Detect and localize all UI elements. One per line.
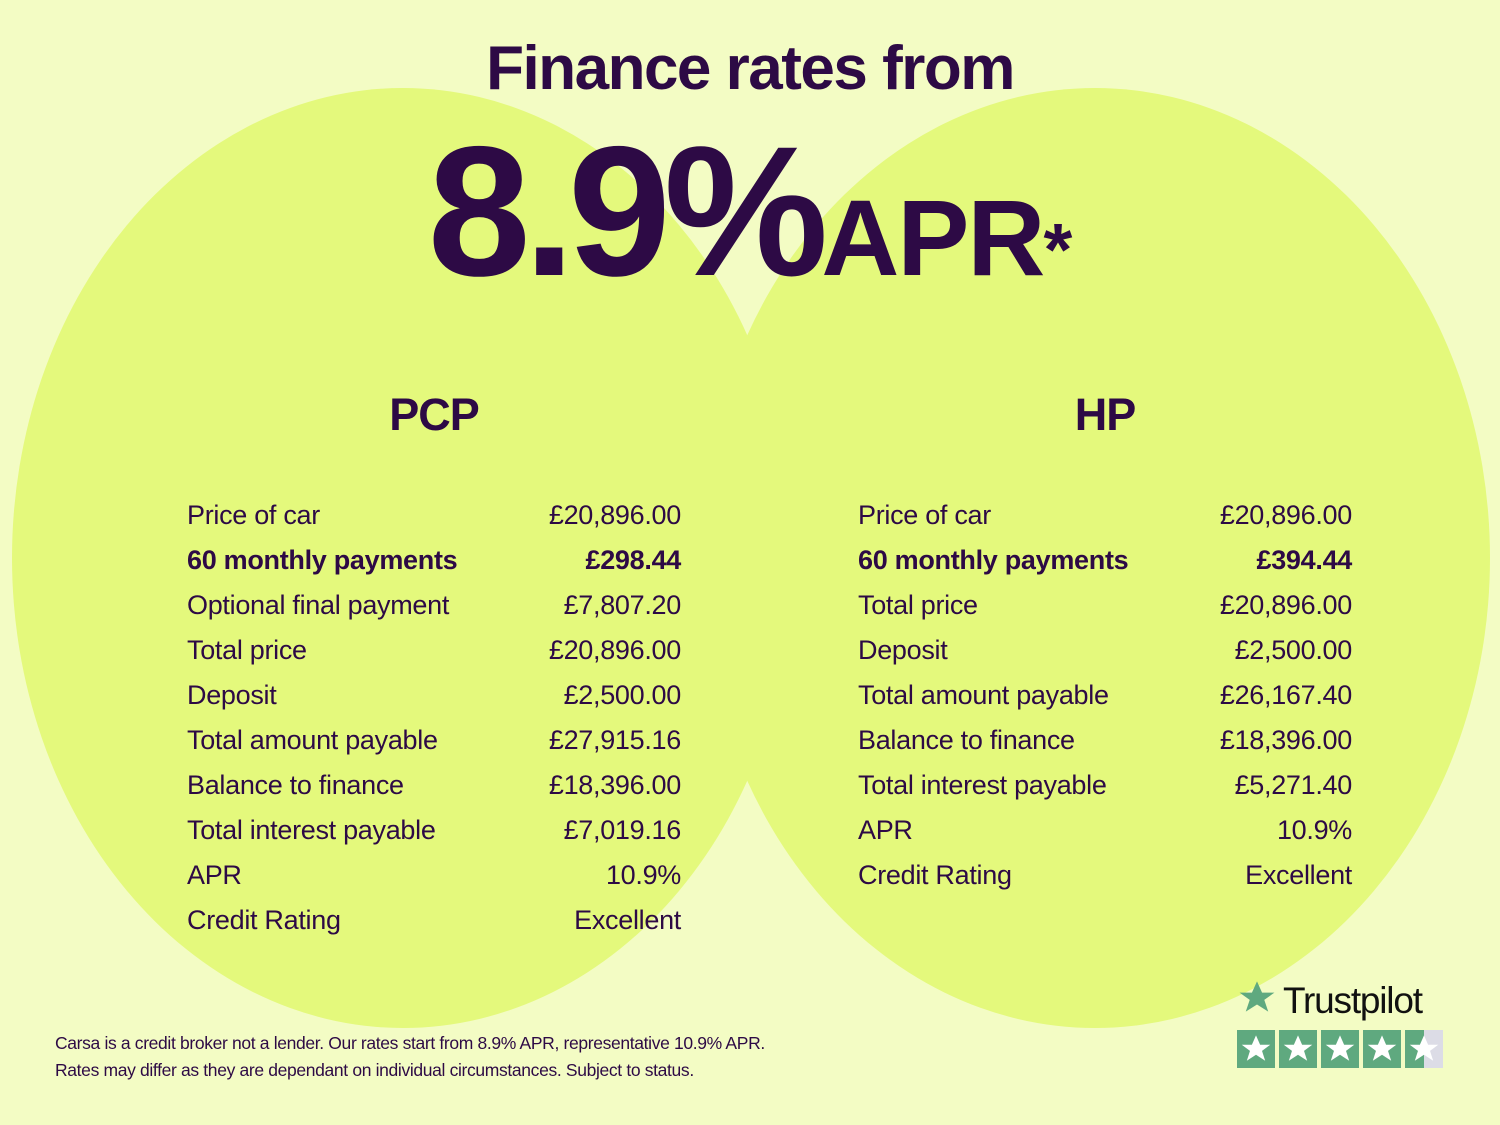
plan-row: Credit Rating Excellent — [187, 898, 681, 943]
plan-table-pcp: PCP Price of car £20,896.00 60 monthly pay… — [187, 392, 681, 943]
plan-row: Price of car £20,896.00 — [858, 493, 1352, 538]
trustpilot-star-1 — [1237, 1030, 1275, 1068]
star-fill — [1405, 1030, 1424, 1068]
plan-row-label: Total interest payable — [187, 815, 436, 845]
trustpilot-widget[interactable]: Trustpilot — [1237, 978, 1455, 1068]
background-circle-right — [700, 88, 1490, 1028]
plan-row-value: 10.9% — [605, 860, 681, 890]
plan-row: Credit Rating Excellent — [858, 853, 1352, 898]
plan-table-hp: HP Price of car £20,896.00 60 monthly paym… — [858, 392, 1352, 898]
plan-row-label: Price of car — [858, 500, 991, 530]
plan-row-label: APR — [858, 815, 913, 845]
plan-row-label: Balance to finance — [858, 725, 1075, 755]
plan-row: Balance to finance £18,396.00 — [187, 763, 681, 808]
plan-row-value: £20,896.00 — [548, 500, 681, 530]
disclaimer-line-2: Rates may differ as they are dependant o… — [55, 1060, 694, 1080]
plan-row: APR 10.9% — [187, 853, 681, 898]
plan-row: Deposit £2,500.00 — [187, 673, 681, 718]
plan-row-value: £27,915.16 — [548, 725, 681, 755]
plan-row: Total interest payable £5,271.40 — [858, 763, 1352, 808]
plan-row-value: £7,807.20 — [563, 590, 682, 620]
rate-apr-label: APR — [821, 177, 1045, 298]
plan-row-value: £20,896.00 — [1219, 590, 1352, 620]
plan-row-label: Total price — [858, 590, 978, 620]
plan-row-label: Total price — [187, 635, 307, 665]
plan-rows-hp: Price of car £20,896.00 60 monthly payment… — [858, 493, 1352, 898]
plan-row-value: £5,271.40 — [1234, 770, 1353, 800]
plan-row-label: 60 monthly payments — [187, 545, 458, 575]
trustpilot-brand: Trustpilot — [1237, 978, 1455, 1022]
plan-rows-pcp: Price of car £20,896.00 60 monthly payment… — [187, 493, 681, 943]
plan-row-value: £26,167.40 — [1219, 680, 1352, 710]
trustpilot-star-3 — [1321, 1030, 1359, 1068]
trustpilot-wordmark: Trustpilot — [1283, 979, 1423, 1021]
plan-row-value: £2,500.00 — [1234, 635, 1353, 665]
plan-row: APR 10.9% — [858, 808, 1352, 853]
plan-row-value: £20,896.00 — [548, 635, 681, 665]
plan-row-value: Excellent — [1245, 860, 1352, 890]
trustpilot-star-5 — [1405, 1030, 1443, 1068]
trustpilot-star-2 — [1279, 1030, 1317, 1068]
plan-row: Total price £20,896.00 — [858, 583, 1352, 628]
plan-row-label: Credit Rating — [858, 860, 1012, 890]
plan-row-label: APR — [187, 860, 242, 890]
plan-title-pcp: PCP — [389, 389, 480, 440]
plan-row-value: 10.9% — [1276, 815, 1352, 845]
plan-row: Total amount payable £27,915.16 — [187, 718, 681, 763]
disclaimer-line-1: Carsa is a credit broker not a lender. O… — [55, 1033, 765, 1053]
plan-row: 60 monthly payments £298.44 — [187, 538, 681, 583]
disclaimer-text: Carsa is a credit broker not a lender. O… — [55, 1030, 845, 1084]
plan-row-value: Excellent — [574, 905, 681, 935]
trustpilot-star-icon — [1237, 979, 1277, 1022]
rate-asterisk: * — [1043, 208, 1073, 291]
plan-row: Optional final payment £7,807.20 — [187, 583, 681, 628]
plan-title-hp: HP — [1074, 389, 1137, 440]
plan-row-label: Optional final payment — [187, 590, 450, 620]
plan-row-label: Total amount payable — [858, 680, 1109, 710]
plan-row-label: Total interest payable — [858, 770, 1107, 800]
plan-row: Price of car £20,896.00 — [187, 493, 681, 538]
plan-row: Total amount payable £26,167.40 — [858, 673, 1352, 718]
plan-row-label: Deposit — [858, 635, 948, 665]
trustpilot-rating-stars — [1237, 1030, 1455, 1068]
rate-percentage: 8.9% — [427, 109, 829, 315]
trustpilot-star-4 — [1363, 1030, 1401, 1068]
plan-row-value: £18,396.00 — [548, 770, 681, 800]
plan-row: 60 monthly payments £394.44 — [858, 538, 1352, 583]
plan-row-value: £298.44 — [585, 545, 682, 575]
plan-row-value: £20,896.00 — [1219, 500, 1352, 530]
plan-row-label: Deposit — [187, 680, 277, 710]
headline-rate-line: 8.9%APR* — [0, 120, 1500, 305]
plan-row-label: 60 monthly payments — [858, 545, 1129, 575]
plan-row-value: £394.44 — [1256, 545, 1353, 575]
plan-row: Total price £20,896.00 — [187, 628, 681, 673]
plan-row-label: Credit Rating — [187, 905, 341, 935]
plan-row-label: Balance to finance — [187, 770, 404, 800]
headline-top-line: Finance rates from — [486, 34, 1015, 103]
plan-row: Balance to finance £18,396.00 — [858, 718, 1352, 763]
plan-row-value: £2,500.00 — [563, 680, 682, 710]
plan-row-value: £7,019.16 — [563, 815, 682, 845]
plan-row-label: Total amount payable — [187, 725, 438, 755]
background-circle-left — [12, 88, 794, 1028]
plan-row-value: £18,396.00 — [1219, 725, 1352, 755]
plan-row-label: Price of car — [187, 500, 320, 530]
plan-row: Total interest payable £7,019.16 — [187, 808, 681, 853]
plan-row: Deposit £2,500.00 — [858, 628, 1352, 673]
